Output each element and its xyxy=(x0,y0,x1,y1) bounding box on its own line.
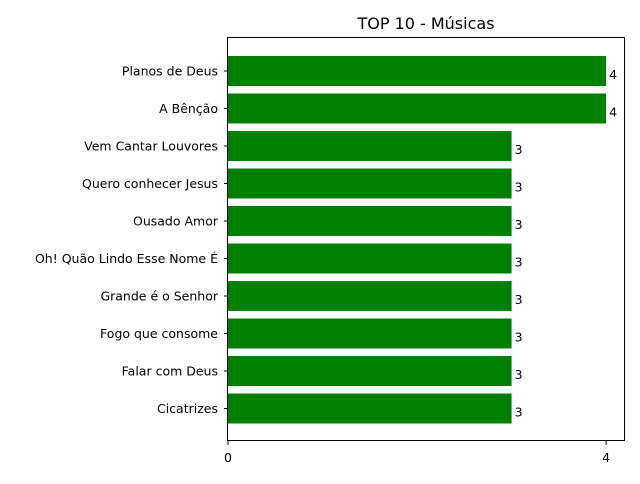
data-label: 3 xyxy=(515,255,523,270)
category-label: Cicatrizes xyxy=(157,401,218,416)
data-label: 3 xyxy=(515,292,523,307)
bar xyxy=(228,93,607,124)
category-label: Oh! Quão Lindo Esse Nome É xyxy=(35,251,218,266)
data-label: 3 xyxy=(515,142,523,157)
bar xyxy=(228,318,512,349)
plot-frame xyxy=(227,37,625,441)
bar xyxy=(228,56,607,86)
bar xyxy=(228,206,512,236)
bar xyxy=(228,281,512,311)
category-label: A Bênção xyxy=(159,101,218,116)
data-label: 4 xyxy=(609,105,617,120)
data-label: 3 xyxy=(515,405,523,420)
bar xyxy=(228,243,512,274)
category-label: Planos de Deus xyxy=(122,64,218,79)
category-labels-group: Planos de Deus A Bênção Vem Cantar Louvore… xyxy=(35,64,228,416)
data-label: 4 xyxy=(609,67,617,82)
bar xyxy=(228,393,512,424)
bar xyxy=(228,356,512,386)
category-label: Ousado Amor xyxy=(133,214,219,229)
bar xyxy=(228,131,512,161)
category-label: Vem Cantar Louvores xyxy=(84,139,218,154)
data-label: 3 xyxy=(515,330,523,345)
data-label: 3 xyxy=(515,217,523,232)
category-label: Fogo que consome xyxy=(100,326,218,341)
category-label: Quero conhecer Jesus xyxy=(82,176,218,191)
chart-title: TOP 10 - Músicas xyxy=(356,14,494,33)
bar xyxy=(228,168,512,199)
data-label: 3 xyxy=(515,367,523,382)
x-tick-label: 0 xyxy=(224,450,232,465)
data-label: 3 xyxy=(515,180,523,195)
x-tick-label: 4 xyxy=(602,450,610,465)
bars-group xyxy=(228,56,607,424)
category-label: Grande é o Senhor xyxy=(100,289,218,304)
category-label: Falar com Deus xyxy=(122,364,218,379)
value-labels-group: 4 4 3 3 3 3 3 3 3 3 xyxy=(515,67,618,420)
